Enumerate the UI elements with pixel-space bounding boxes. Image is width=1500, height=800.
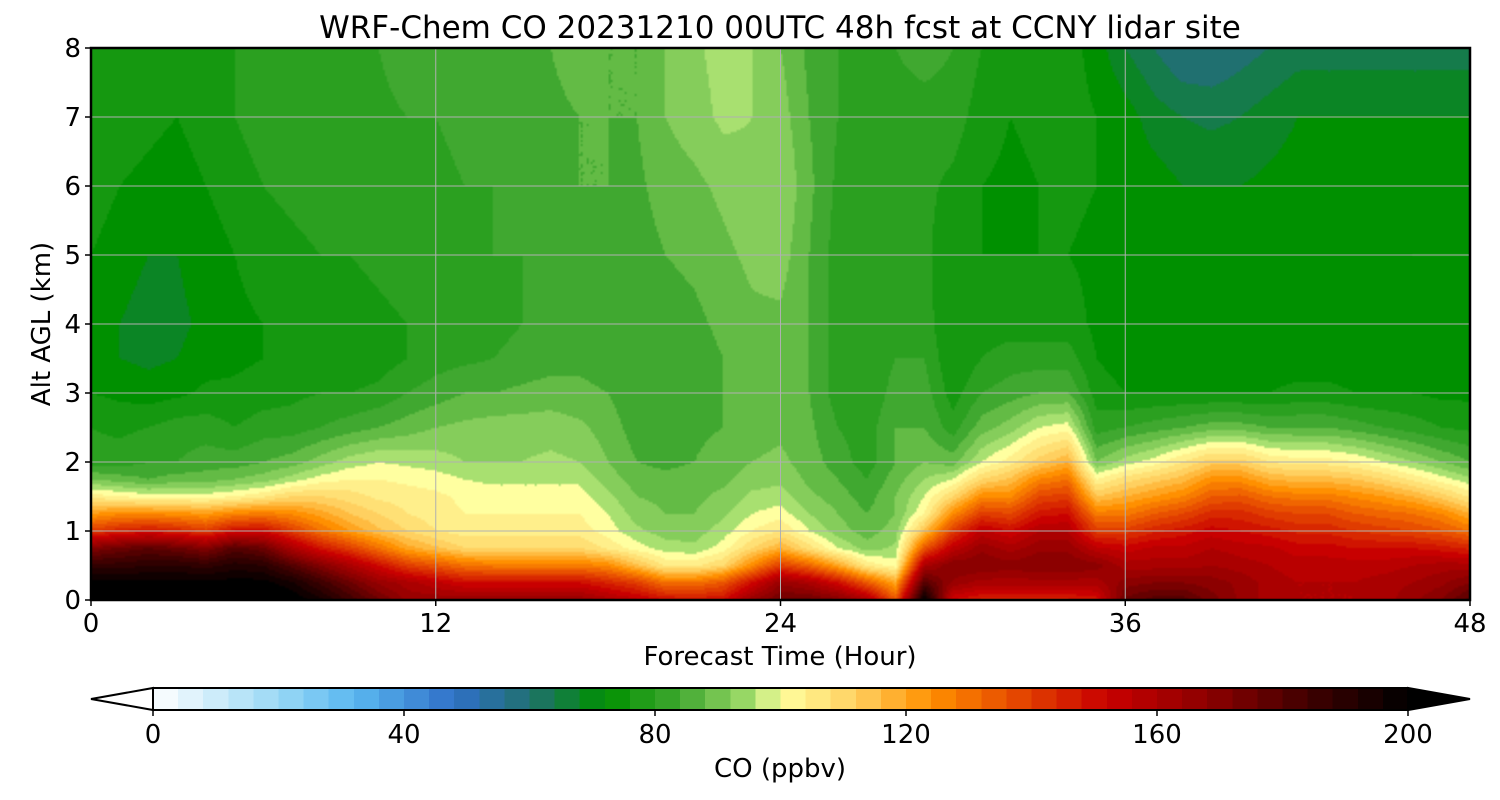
colorbar-tick-label: 40 xyxy=(387,720,420,750)
x-tick-label: 48 xyxy=(1453,609,1486,639)
grid-lines xyxy=(91,48,1470,600)
y-axis-label: Alt AGL (km) xyxy=(27,242,57,406)
colorbar-tick-label: 120 xyxy=(881,720,931,750)
x-tick-label: 0 xyxy=(83,609,100,639)
colorbar-body xyxy=(152,687,1409,711)
colorbar-ticks: 0 40 80 120 160 200 xyxy=(145,710,1433,750)
y-tick-label: 7 xyxy=(64,103,81,133)
colorbar-extend-high xyxy=(1407,686,1471,712)
y-tick-label: 4 xyxy=(64,310,81,340)
chart-title: WRF-Chem CO 20231210 00UTC 48h fcst at C… xyxy=(319,10,1241,46)
y-tick-label: 6 xyxy=(64,172,81,202)
colorbar-tick-label: 160 xyxy=(1132,720,1182,750)
y-tick-label: 0 xyxy=(64,586,81,616)
x-axis: 0 12 24 36 48 xyxy=(83,600,1487,639)
x-tick-label: 24 xyxy=(764,609,797,639)
y-tick-label: 5 xyxy=(64,241,81,271)
colorbar-tick-label: 0 xyxy=(145,720,162,750)
colorbar-tick-label: 200 xyxy=(1383,720,1433,750)
y-tick-label: 2 xyxy=(64,448,81,478)
x-tick-label: 12 xyxy=(419,609,452,639)
y-tick-label: 3 xyxy=(64,379,81,409)
colorbar: 0 40 80 120 160 200 xyxy=(90,686,1471,750)
x-tick-label: 36 xyxy=(1109,609,1142,639)
colorbar-tick-label: 80 xyxy=(638,720,671,750)
x-axis-label: Forecast Time (Hour) xyxy=(643,642,916,672)
y-axis: 0 1 2 3 4 5 6 7 8 xyxy=(64,34,91,616)
colorbar-extend-low xyxy=(90,686,154,712)
colorbar-label: CO (ppbv) xyxy=(714,754,846,784)
y-tick-label: 1 xyxy=(64,517,81,547)
y-tick-label: 8 xyxy=(64,34,81,64)
